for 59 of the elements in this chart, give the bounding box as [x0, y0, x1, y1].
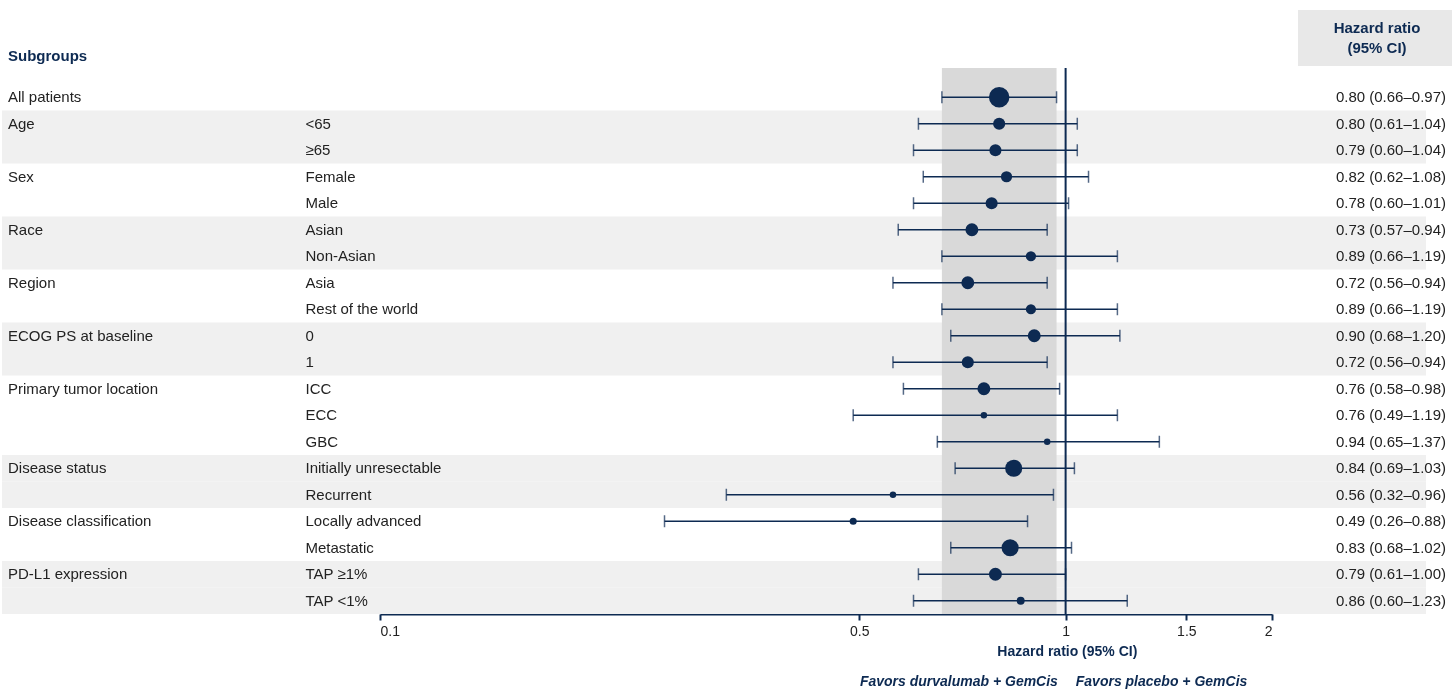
- y-tick-label: TAP ≥1%: [305, 565, 368, 583]
- data-label: 0.94 (0.65–1.37): [1335, 432, 1446, 450]
- y-tick-label: Initially unresectable: [305, 459, 442, 477]
- y2-tick-label: Disease classification: [8, 512, 152, 530]
- y2-tick-label: Race: [8, 220, 44, 238]
- data-label: 0.83 (0.68–1.02): [1335, 538, 1446, 556]
- data-label: 0.89 (0.66–1.19): [1335, 247, 1446, 265]
- y-tick-label: ≥65: [305, 141, 331, 159]
- y2-tick-label: Primary tumor location: [8, 379, 159, 397]
- x-tick-label: 2: [1264, 622, 1273, 639]
- data-label: 0.79 (0.60–1.04): [1335, 141, 1446, 159]
- y2-tick-label: Region: [8, 273, 56, 291]
- text: Favors placebo + GemCis: [1075, 673, 1248, 689]
- x-tick-label: 0.1: [380, 622, 401, 639]
- text: Subgroups: [8, 47, 88, 64]
- x-axis-title: Hazard ratio (95% CI): [997, 642, 1138, 659]
- y2-tick-label: Age: [8, 114, 35, 132]
- x-tick-label: 1: [1062, 622, 1071, 639]
- y-tick-label: Rest of the world: [305, 300, 419, 318]
- y-tick-label: Recurrent: [305, 485, 373, 503]
- data-label: 0.49 (0.26–0.88): [1335, 512, 1446, 530]
- y-tick-label: 1: [305, 353, 314, 371]
- data-label: 0.78 (0.60–1.01): [1335, 194, 1446, 212]
- y2-tick-label: Sex: [8, 167, 35, 185]
- y2-tick-label: Disease status: [8, 459, 107, 477]
- data-label: 0.79 (0.61–1.00): [1335, 565, 1446, 583]
- data-label: 0.89 (0.66–1.19): [1335, 300, 1446, 318]
- y-tick-label: Locally advanced: [305, 512, 422, 530]
- y-tick-label: Asian: [305, 220, 344, 238]
- data-label: 0.80 (0.66–0.97): [1335, 88, 1446, 106]
- y-tick-label: 0: [305, 326, 314, 344]
- data-label: 0.72 (0.56–0.94): [1335, 353, 1446, 371]
- y-tick-label: Metastatic: [305, 538, 375, 556]
- y-tick-label: Female: [305, 167, 356, 185]
- data-label: 0.90 (0.68–1.20): [1335, 326, 1446, 344]
- data-label: 0.56 (0.32–0.96): [1335, 485, 1446, 503]
- y-tick-label: Asia: [305, 273, 336, 291]
- data-label: 0.80 (0.61–1.04): [1335, 114, 1446, 132]
- y2-tick-label: PD-L1 expression: [8, 565, 128, 583]
- data-label: 0.73 (0.57–0.94): [1335, 220, 1446, 238]
- data-label: 0.82 (0.62–1.08): [1335, 167, 1446, 185]
- x-tick-label: 0.5: [849, 622, 870, 639]
- y-tick-label: Non-Asian: [305, 247, 376, 265]
- y-tick-label: GBC: [305, 432, 339, 450]
- y-tick-label: ICC: [305, 379, 332, 397]
- data-label: 0.76 (0.58–0.98): [1335, 379, 1446, 397]
- y-tick-label: <65: [305, 114, 331, 132]
- y2-axis-title: Hazard ratio (95% CI): [1333, 19, 1421, 56]
- y-tick-label: ECC: [305, 406, 338, 424]
- y-tick-label: TAP <1%: [305, 591, 368, 609]
- data-label: 0.86 (0.60–1.23): [1335, 591, 1446, 609]
- y2-tick-label: ECOG PS at baseline: [8, 326, 154, 344]
- y2-tick-label: All patients: [8, 88, 82, 106]
- data-label: 0.76 (0.49–1.19): [1335, 406, 1446, 424]
- text: Favors durvalumab + GemCis: [859, 673, 1059, 689]
- data-label: 0.72 (0.56–0.94): [1335, 273, 1446, 291]
- data-label: 0.84 (0.69–1.03): [1335, 459, 1446, 477]
- x-tick-label: 1.5: [1177, 622, 1197, 639]
- y-tick-label: Male: [305, 194, 339, 212]
